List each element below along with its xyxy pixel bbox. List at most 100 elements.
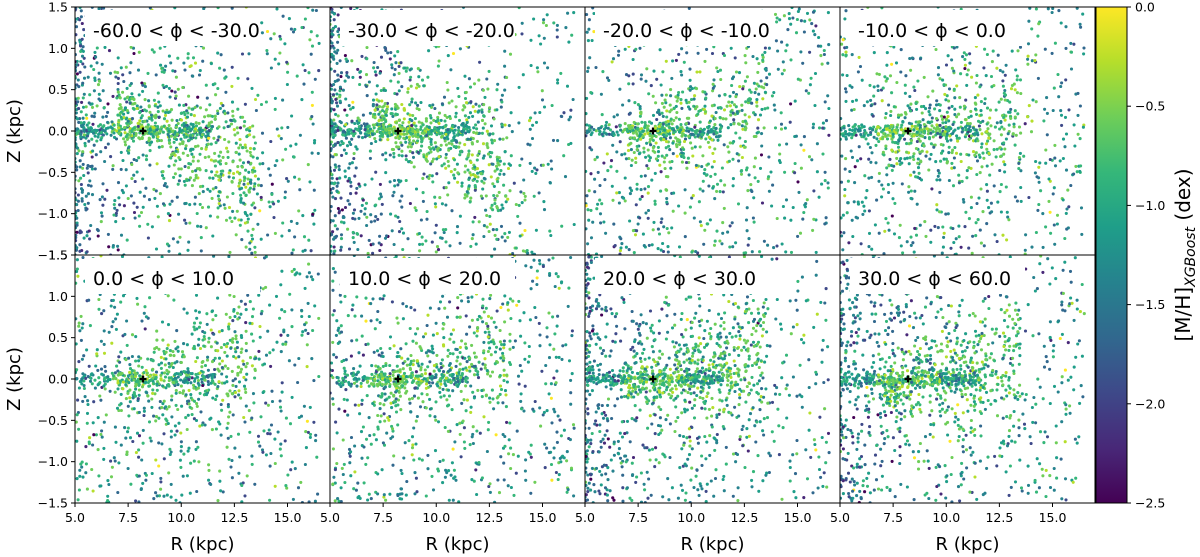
data-point (234, 150, 238, 154)
data-point (909, 173, 913, 177)
data-point (391, 114, 395, 118)
data-point (978, 85, 982, 89)
data-point (106, 142, 110, 146)
data-point (126, 196, 130, 201)
data-point (134, 132, 138, 136)
data-point (285, 177, 289, 181)
data-point (647, 159, 651, 163)
data-point (357, 216, 361, 220)
data-point (971, 150, 976, 154)
data-point (481, 187, 485, 191)
data-point (907, 185, 911, 189)
data-point (642, 150, 646, 154)
data-point (333, 25, 338, 29)
data-point (503, 64, 507, 68)
data-point (897, 139, 901, 143)
data-point (947, 145, 951, 149)
data-point (609, 159, 614, 163)
data-point (491, 182, 495, 186)
data-point (333, 88, 337, 92)
data-point (364, 201, 369, 205)
data-point (161, 130, 165, 134)
data-point (442, 230, 446, 235)
data-point (208, 189, 212, 193)
data-point (885, 166, 889, 170)
data-point (373, 219, 377, 223)
data-point (141, 177, 145, 181)
data-point (475, 139, 479, 143)
data-point (639, 110, 643, 114)
data-point (634, 160, 638, 165)
data-point (384, 158, 388, 162)
data-point (944, 63, 949, 67)
data-point (684, 160, 689, 165)
data-point (786, 28, 790, 32)
data-point (349, 184, 353, 188)
data-point (704, 110, 708, 114)
data-point (969, 195, 973, 199)
data-point (840, 154, 844, 158)
data-point (667, 122, 671, 126)
data-point (706, 222, 710, 226)
data-point (330, 55, 334, 59)
data-point (365, 94, 369, 98)
data-point (780, 40, 784, 44)
data-point (611, 143, 615, 147)
data-point (425, 209, 429, 214)
data-point (851, 234, 855, 239)
data-point (664, 140, 669, 144)
data-point (882, 132, 886, 136)
data-point (272, 215, 276, 220)
data-point (495, 108, 499, 112)
data-point (92, 89, 96, 93)
data-point (814, 250, 818, 254)
data-point (696, 133, 700, 137)
data-point (901, 119, 905, 124)
data-point (97, 92, 101, 96)
data-point (378, 182, 382, 186)
data-point (214, 159, 218, 163)
data-point (425, 217, 429, 221)
data-point (137, 156, 141, 160)
data-point (646, 208, 651, 213)
data-point (466, 168, 470, 172)
data-point (335, 101, 339, 105)
data-point (500, 203, 504, 207)
data-point (671, 209, 675, 213)
data-point (843, 87, 848, 91)
data-point (434, 223, 438, 227)
data-point (436, 64, 440, 68)
data-point (75, 236, 78, 240)
data-point (862, 204, 866, 208)
data-point (159, 63, 163, 67)
data-point (117, 131, 121, 136)
data-point (598, 212, 603, 216)
data-point (493, 233, 497, 237)
data-point (710, 104, 714, 108)
data-point (704, 173, 708, 177)
data-point (120, 127, 124, 131)
data-point (1029, 130, 1034, 134)
data-point (243, 120, 247, 124)
data-point (1024, 233, 1028, 237)
data-point (619, 237, 623, 241)
data-point (446, 128, 450, 132)
data-point (662, 128, 667, 132)
data-point (823, 179, 827, 183)
data-point (351, 216, 355, 220)
data-point (618, 252, 622, 255)
data-point (648, 156, 652, 160)
data-point (453, 176, 457, 180)
data-point (233, 133, 237, 137)
data-point (112, 123, 116, 127)
data-point (751, 54, 755, 59)
data-point (873, 102, 877, 106)
data-point (345, 113, 349, 117)
data-point (369, 220, 373, 224)
data-point (149, 132, 153, 136)
data-point (363, 135, 367, 139)
data-point (670, 127, 674, 131)
data-point (760, 144, 764, 148)
data-point (160, 70, 164, 74)
data-point (542, 36, 546, 40)
